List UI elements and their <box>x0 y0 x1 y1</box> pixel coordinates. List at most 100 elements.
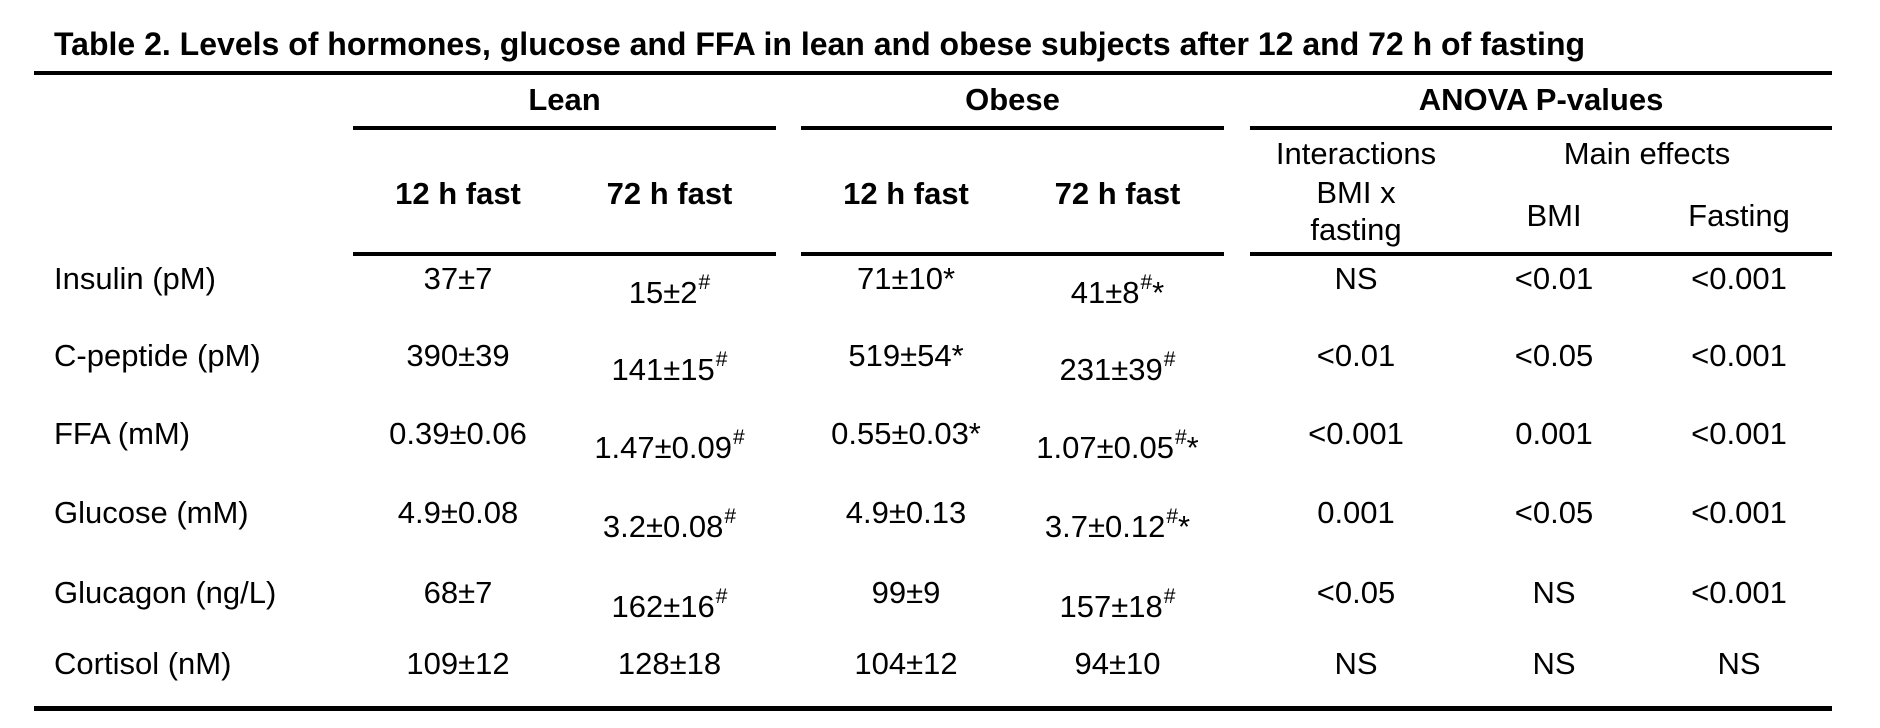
cell-value: <0.001 <box>1691 261 1787 296</box>
cell-bmi: 0.001 <box>1462 416 1646 452</box>
cell-lean72: 1.47±0.09# <box>563 426 776 470</box>
subheader-lean-72h: 72 h fast <box>606 176 733 211</box>
cell-value: <0.05 <box>1316 575 1396 610</box>
row-label: Glucagon (ng/L) <box>54 575 277 610</box>
cell-value: 0.001 <box>1317 495 1395 530</box>
subheader-obese-72h: 72 h fast <box>1054 176 1181 211</box>
significance-mark: # <box>1166 505 1179 528</box>
cell-value: <0.001 <box>1691 338 1787 373</box>
cell-fast: <0.001 <box>1646 575 1832 611</box>
cell-value: <0.001 <box>1308 416 1404 451</box>
cell-value: NS <box>1717 646 1761 681</box>
cell-inter: 0.001 <box>1250 495 1462 531</box>
cell-lean12: 109±12 <box>353 646 563 682</box>
group-header-anova: ANOVA P-values <box>1418 82 1664 117</box>
cell-value: 1.07±0.05 <box>1036 430 1174 465</box>
obesity-mark: * <box>1152 275 1165 310</box>
row-label: C-peptide (pM) <box>54 338 261 373</box>
cell-value: 231±39 <box>1059 352 1163 387</box>
significance-mark: # <box>724 505 737 528</box>
subheader-obese-12h: 12 h fast <box>843 176 969 211</box>
subheader-fasting: Fasting <box>1688 198 1790 233</box>
cell-value: 519±54* <box>848 338 964 373</box>
cell-inter: <0.05 <box>1250 575 1462 611</box>
significance-mark: # <box>1174 426 1187 449</box>
cell-obese72: 94±10 <box>1011 646 1224 682</box>
cell-lean72: 128±18 <box>563 646 776 682</box>
significance-mark: # <box>715 348 728 371</box>
table-title: Table 2. Levels of hormones, glucose and… <box>54 26 1586 62</box>
obesity-mark: * <box>1186 430 1199 465</box>
bottom-rule <box>34 706 1832 711</box>
cell-value: 4.9±0.08 <box>397 495 519 530</box>
cell-lean72: 162±16# <box>563 585 776 629</box>
cell-obese12: 99±9 <box>801 575 1011 611</box>
cell-bmi: <0.05 <box>1462 338 1646 374</box>
subheader-bmi: BMI <box>1526 198 1582 233</box>
cell-value: 128±18 <box>617 646 722 681</box>
cell-obese72: 157±18# <box>1011 585 1224 629</box>
cell-fast: <0.001 <box>1646 338 1832 374</box>
cell-value: <0.05 <box>1514 338 1594 373</box>
obesity-mark: * <box>1178 509 1191 544</box>
cell-value: 390±39 <box>406 338 510 373</box>
cell-lean72: 3.2±0.08# <box>563 505 776 549</box>
cell-value: 104±12 <box>854 646 958 681</box>
cell-obese12: 4.9±0.13 <box>801 495 1011 531</box>
cell-value: <0.05 <box>1514 495 1594 530</box>
cell-bmi: NS <box>1462 646 1646 682</box>
cell-inter: NS <box>1250 646 1462 682</box>
cell-value: 68±7 <box>423 575 493 610</box>
cell-fast: <0.001 <box>1646 261 1832 297</box>
cell-obese72: 3.7±0.12#* <box>1011 505 1224 549</box>
row-label: Insulin (pM) <box>54 261 216 296</box>
cell-fast: <0.001 <box>1646 416 1832 452</box>
cell-value: NS <box>1532 575 1576 610</box>
cell-lean12: 4.9±0.08 <box>353 495 563 531</box>
top-rule <box>34 71 1832 75</box>
cell-inter: NS <box>1250 261 1462 297</box>
cell-obese12: 71±10* <box>801 261 1011 297</box>
lean-subheader-rule <box>353 252 776 256</box>
cell-value: 99±9 <box>871 575 941 610</box>
cell-lean12: 0.39±0.06 <box>353 416 563 452</box>
cell-lean12: 37±7 <box>353 261 563 297</box>
subheader-lean-12h: 12 h fast <box>395 176 521 211</box>
anova-subheader-rule <box>1250 252 1832 256</box>
cell-lean72: 141±15# <box>563 348 776 392</box>
cell-value: 3.7±0.12 <box>1044 509 1166 544</box>
cell-inter: <0.01 <box>1250 338 1462 374</box>
cell-value: <0.01 <box>1514 261 1594 296</box>
cell-value: <0.001 <box>1691 416 1787 451</box>
cell-value: 37±7 <box>423 261 493 296</box>
obese-subheader-rule <box>801 252 1224 256</box>
cell-value: 15±2 <box>628 275 698 310</box>
lean-group-rule <box>353 126 776 130</box>
anova-group-rule <box>1250 126 1832 130</box>
cell-value: 71±10* <box>856 261 956 296</box>
group-header-obese: Obese <box>965 82 1060 117</box>
cell-value: 109±12 <box>406 646 510 681</box>
significance-mark: # <box>698 271 711 294</box>
cell-value: 1.47±0.09 <box>594 430 732 465</box>
cell-fast: <0.001 <box>1646 495 1832 531</box>
cell-value: NS <box>1334 646 1378 681</box>
cell-bmi: <0.05 <box>1462 495 1646 531</box>
row-label: Cortisol (nM) <box>54 646 232 681</box>
cell-value: 157±18 <box>1059 589 1163 624</box>
cell-lean12: 390±39 <box>353 338 563 374</box>
subheader-interactions-fasting: fasting <box>1310 212 1402 247</box>
significance-mark: # <box>1163 348 1176 371</box>
group-header-lean: Lean <box>528 82 601 117</box>
significance-mark: # <box>1163 585 1176 608</box>
row-label: Glucose (mM) <box>54 495 249 530</box>
cell-obese72: 1.07±0.05#* <box>1011 426 1224 470</box>
significance-mark: # <box>733 426 745 449</box>
significance-mark: # <box>1140 271 1153 294</box>
cell-value: 141±15 <box>611 352 715 387</box>
cell-value: 4.9±0.13 <box>845 495 967 530</box>
significance-mark: # <box>715 585 728 608</box>
cell-value: 41±8 <box>1070 275 1140 310</box>
cell-obese72: 231±39# <box>1011 348 1224 392</box>
cell-inter: <0.001 <box>1250 416 1462 452</box>
